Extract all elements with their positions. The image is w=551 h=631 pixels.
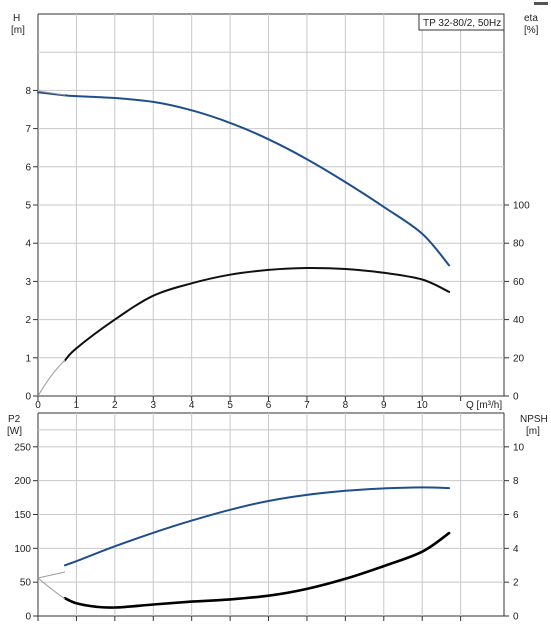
head-extension-line <box>37 90 66 96</box>
y-left-tick-label: 0 <box>25 612 31 623</box>
npsh-axis-name: NPSH <box>520 414 548 425</box>
eta-extension-line <box>37 359 66 397</box>
y-left-tick-label: 2 <box>25 315 31 326</box>
y-right-tick-label: 40 <box>513 315 525 326</box>
y-right-tick-label: 8 <box>513 476 519 487</box>
p2-extension-line <box>37 571 66 579</box>
npsh-axis-unit: [m] <box>526 426 540 437</box>
y-left-tick-label: 100 <box>14 544 31 555</box>
y-right-tick-label: 80 <box>513 239 525 250</box>
p2-axis-unit: [W] <box>7 426 22 437</box>
y-left-tick-label: 250 <box>14 442 31 453</box>
chart-title-box <box>418 13 505 31</box>
x-tick-label: 2 <box>112 400 118 411</box>
x-tick-label: 10 <box>417 400 429 411</box>
x-tick-label: 0 <box>35 400 41 411</box>
y-right-tick-label: 100 <box>513 201 530 212</box>
y-right-tick-label: 4 <box>513 544 519 555</box>
x-tick-label: 5 <box>227 400 233 411</box>
y-right-tick-label: 6 <box>513 510 519 521</box>
x-tick-label: 8 <box>343 400 349 411</box>
y-left-tick-label: 50 <box>20 578 32 589</box>
y-left-tick-label: 200 <box>14 476 31 487</box>
bottom-plot-ticks: 0 50 100 150 200 250 0 2 4 6 8 10 <box>14 442 524 622</box>
x-tick-label: 9 <box>381 400 387 411</box>
y-left-tick-label: 3 <box>25 277 31 288</box>
y-right-tick-label: 10 <box>513 442 525 453</box>
y-right-axis-unit: [%] <box>524 25 539 36</box>
p2-axis-name: P2 <box>8 414 21 425</box>
y-right-axis-name: eta <box>524 13 538 24</box>
bottom-plot-grid <box>38 413 504 616</box>
bottom-plot-series <box>37 486 451 609</box>
series-line-1-0 <box>63 486 451 567</box>
corner-mark <box>534 2 548 5</box>
y-left-axis-unit: [m] <box>11 25 25 36</box>
x-tick-label: 4 <box>189 400 195 411</box>
y-left-tick-label: 1 <box>25 353 31 364</box>
y-left-tick-label: 0 <box>25 392 31 403</box>
x-tick-label: 6 <box>266 400 272 411</box>
y-right-tick-label: 0 <box>513 612 519 623</box>
x-tick-label: 1 <box>74 400 80 411</box>
y-right-tick-label: 20 <box>513 353 525 364</box>
npsh-extension-line <box>37 577 66 600</box>
y-left-tick-label: 5 <box>25 201 31 212</box>
y-left-tick-label: 4 <box>25 239 31 250</box>
x-axis-label: Q [m³/h] <box>466 400 502 411</box>
y-left-tick-label: 7 <box>25 124 31 135</box>
y-left-tick-label: 8 <box>25 86 31 97</box>
x-tick-label: 7 <box>304 400 310 411</box>
y-left-tick-label: 6 <box>25 162 31 173</box>
y-left-tick-label: 150 <box>14 510 31 521</box>
series-line-0-0 <box>37 91 451 267</box>
top-plot-grid <box>38 14 504 396</box>
top-plot-series <box>37 90 451 397</box>
power-npsh-plot: 0 50 100 150 200 250 0 2 4 6 8 10 P2 [W] NPSH [m] <box>7 412 548 623</box>
y-right-tick-label: 0 <box>513 392 519 403</box>
y-right-tick-label: 60 <box>513 277 525 288</box>
y-right-tick-label: 2 <box>513 578 519 589</box>
chart-title: TP 32-80/2, 50Hz <box>423 18 501 29</box>
series-line-1-1 <box>63 531 451 609</box>
y-left-axis-name: H <box>13 13 20 24</box>
x-tick-label: 3 <box>150 400 156 411</box>
series-line-0-1 <box>63 266 451 362</box>
